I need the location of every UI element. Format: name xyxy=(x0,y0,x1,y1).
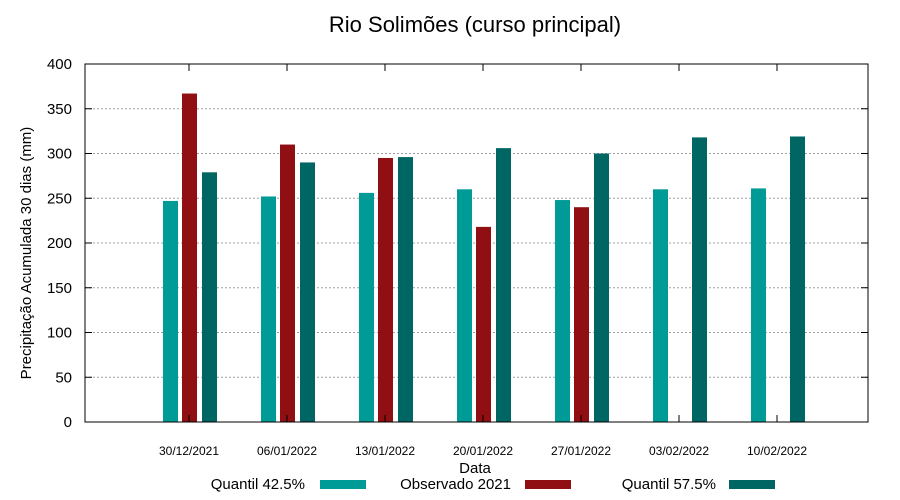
bar xyxy=(751,188,766,422)
bar xyxy=(790,136,805,422)
bar xyxy=(378,157,393,422)
y-tick-label: 250 xyxy=(47,190,72,207)
x-tick-label: 06/01/2022 xyxy=(257,444,317,458)
bar xyxy=(182,93,197,422)
bar xyxy=(359,192,374,422)
bars xyxy=(163,93,805,423)
grid-lines xyxy=(85,108,868,378)
x-tick-label: 20/01/2022 xyxy=(453,444,513,458)
x-axis-label: Data xyxy=(459,460,491,477)
bar xyxy=(163,200,178,422)
legend-label: Quantil 57.5% xyxy=(622,476,716,493)
y-tick-label: 400 xyxy=(47,56,72,73)
y-axis-label: Precipitação Acumulada 30 dias (mm) xyxy=(18,127,35,380)
bar xyxy=(300,162,315,422)
bar xyxy=(496,148,511,422)
axis-ticks: 0 50 100 150 200 250 300 350 400 30/12/2021 06/01/… xyxy=(47,56,868,458)
bar xyxy=(476,226,491,422)
y-tick-label: 50 xyxy=(55,369,72,386)
y-tick-label: 0 xyxy=(64,414,72,431)
bar xyxy=(280,144,295,423)
bar xyxy=(692,137,707,422)
x-tick-label: 27/01/2022 xyxy=(551,444,611,458)
chart-title: Rio Solimões (curso principal) xyxy=(329,12,621,37)
bar xyxy=(555,200,570,422)
legend: Quantil 42.5% Observado 2021 Quantil 57.5% xyxy=(211,476,775,493)
x-tick-label: 03/02/2022 xyxy=(649,444,709,458)
bar xyxy=(574,207,589,422)
y-tick-label: 300 xyxy=(47,146,72,163)
y-tick-label: 350 xyxy=(47,101,72,118)
bar xyxy=(653,189,668,422)
x-tick-label: 30/12/2021 xyxy=(159,444,219,458)
bar xyxy=(202,172,217,422)
legend-label: Observado 2021 xyxy=(400,476,511,493)
legend-label: Quantil 42.5% xyxy=(211,476,305,493)
legend-swatch xyxy=(320,480,366,489)
bar xyxy=(594,153,609,422)
bar xyxy=(398,157,413,422)
bar xyxy=(261,196,276,422)
x-tick-label: 10/02/2022 xyxy=(747,444,807,458)
y-tick-label: 100 xyxy=(47,325,72,342)
bar xyxy=(457,189,472,422)
y-tick-label: 200 xyxy=(47,235,72,252)
legend-swatch xyxy=(525,480,571,489)
x-tick-label: 13/01/2022 xyxy=(355,444,415,458)
legend-swatch xyxy=(729,480,775,489)
y-tick-label: 150 xyxy=(47,280,72,297)
